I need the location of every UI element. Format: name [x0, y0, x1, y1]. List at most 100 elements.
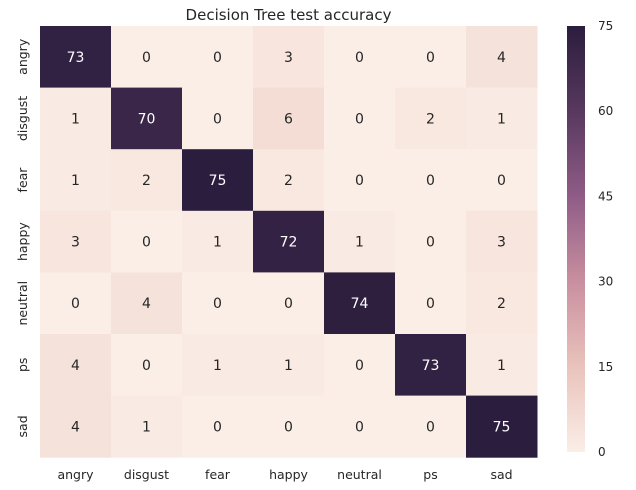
heatmap-cell-disgust-angry [40, 87, 112, 150]
heatmap-cell-ps-sad [466, 334, 538, 397]
cell-value-label: 74 [351, 296, 369, 312]
x-tick-label-fear: fear [205, 467, 231, 482]
cell-value-label: 0 [71, 296, 80, 312]
heatmap-cell-neutral-sad [466, 272, 538, 335]
heatmap-cell-neutral-angry [40, 272, 112, 335]
cell-value-label: 4 [71, 358, 80, 374]
cell-value-label: 0 [213, 296, 222, 312]
heatmap-cell-happy-happy [253, 210, 325, 273]
cell-value-label: 0 [355, 111, 364, 127]
y-tick-label-happy: happy [15, 222, 30, 261]
cell-value-label: 0 [426, 296, 435, 312]
heatmap-cell-disgust-disgust [111, 87, 183, 150]
heatmap-cell-fear-ps [395, 149, 467, 212]
cell-value-label: 0 [426, 419, 435, 435]
heatmap-cell-happy-sad [466, 210, 538, 273]
heatmap-cell-sad-disgust [111, 395, 183, 458]
cell-value-label: 3 [497, 235, 506, 251]
heatmap-cell-neutral-fear [182, 272, 254, 335]
heatmap-cell-ps-happy [253, 334, 325, 397]
heatmap-cell-ps-ps [395, 334, 467, 397]
heatmap-cell-angry-sad [466, 26, 538, 89]
cell-value-label: 1 [71, 111, 80, 127]
cell-value-label: 6 [284, 111, 293, 127]
heatmap-cell-fear-happy [253, 149, 325, 212]
heatmap-cell-ps-angry [40, 334, 112, 397]
heatmap-cell-angry-angry [40, 26, 112, 89]
heatmap-cell-happy-disgust [111, 210, 183, 273]
cell-value-label: 0 [284, 296, 293, 312]
colorbar-tick-label: 0 [598, 445, 606, 459]
cell-value-label: 2 [426, 111, 435, 127]
cell-value-label: 0 [284, 419, 293, 435]
cell-value-label: 0 [497, 173, 506, 189]
cell-value-label: 75 [209, 173, 227, 189]
cell-value-label: 2 [284, 173, 293, 189]
cell-value-label: 0 [426, 235, 435, 251]
cell-value-label: 0 [426, 173, 435, 189]
heatmap-cell-disgust-fear [182, 87, 254, 150]
heatmap-cell-happy-neutral [324, 210, 396, 273]
cell-value-label: 2 [142, 173, 151, 189]
cell-value-label: 1 [497, 358, 506, 374]
colorbar-tick-label: 60 [598, 104, 613, 118]
x-tick-label-sad: sad [490, 467, 512, 482]
cell-value-label: 2 [497, 296, 506, 312]
heatmap-cell-disgust-happy [253, 87, 325, 150]
heatmap-cell-fear-neutral [324, 149, 396, 212]
cell-value-label: 70 [138, 111, 156, 127]
heatmap-cell-angry-happy [253, 26, 325, 89]
cell-value-label: 1 [284, 358, 293, 374]
cell-value-label: 0 [142, 235, 151, 251]
heatmap-cell-happy-angry [40, 210, 112, 273]
y-tick-label-ps: ps [15, 358, 30, 372]
heatmap-cell-sad-neutral [324, 395, 396, 458]
heatmap-cell-happy-ps [395, 210, 467, 273]
cell-value-label: 0 [142, 50, 151, 66]
x-tick-label-neutral: neutral [337, 467, 382, 482]
heatmap-cell-fear-fear [182, 149, 254, 212]
cell-value-label: 4 [71, 419, 80, 435]
cell-value-label: 1 [142, 419, 151, 435]
cell-value-label: 0 [213, 50, 222, 66]
colorbar: 0 15 30 45 60 75 [567, 19, 613, 459]
heatmap-cell-fear-sad [466, 149, 538, 212]
heatmap-cell-angry-disgust [111, 26, 183, 89]
heatmap-cell-neutral-happy [253, 272, 325, 335]
colorbar-tick-label: 30 [598, 275, 613, 289]
heatmap-cell-sad-fear [182, 395, 254, 458]
cell-value-label: 4 [142, 296, 151, 312]
y-tick-label-disgust: disgust [15, 96, 30, 141]
cell-value-label: 0 [213, 111, 222, 127]
heatmap-cells: 73 0 0 3 0 0 4 1 70 0 6 0 2 1 1 2 75 2 0 0 0 3 0 1 72 1 0 3 0 4 0 0 74 0 2… [40, 26, 538, 458]
cell-value-label: 0 [355, 50, 364, 66]
y-tick-label-angry: angry [15, 38, 30, 75]
heatmap-cell-ps-neutral [324, 334, 396, 397]
cell-value-label: 3 [284, 50, 293, 66]
colorbar-tick-label: 15 [598, 360, 613, 374]
heatmap-cell-ps-fear [182, 334, 254, 397]
heatmap-cell-disgust-neutral [324, 87, 396, 150]
y-tick-label-neutral: neutral [15, 281, 30, 326]
heatmap-cell-neutral-neutral [324, 272, 396, 335]
colorbar-tick-label: 75 [598, 19, 613, 33]
cell-value-label: 72 [280, 235, 298, 251]
y-axis-tick-labels: angry disgust fear happy neutral ps sad [15, 38, 30, 437]
cell-value-label: 0 [355, 358, 364, 374]
cell-value-label: 3 [71, 235, 80, 251]
colorbar-gradient [567, 26, 585, 452]
heatmap-cell-sad-angry [40, 395, 112, 458]
cell-value-label: 0 [355, 419, 364, 435]
heatmap-cell-fear-disgust [111, 149, 183, 212]
cell-value-label: 73 [422, 358, 440, 374]
colorbar-tick-label: 45 [598, 189, 613, 203]
y-tick-label-fear: fear [15, 167, 30, 193]
chart-title: Decision Tree test accuracy [186, 6, 392, 24]
x-tick-label-happy: happy [269, 467, 308, 482]
cell-value-label: 0 [213, 419, 222, 435]
cell-value-label: 1 [497, 111, 506, 127]
x-tick-label-disgust: disgust [124, 467, 169, 482]
heatmap-cell-fear-angry [40, 149, 112, 212]
heatmap-cell-disgust-sad [466, 87, 538, 150]
